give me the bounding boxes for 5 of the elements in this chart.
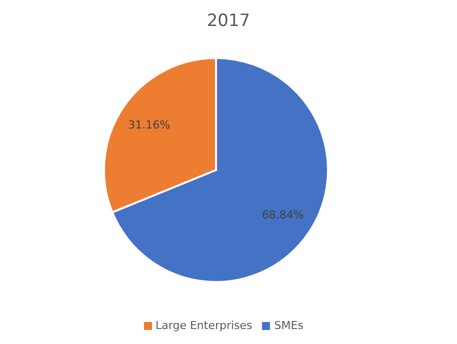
chart-title: 2017 bbox=[206, 11, 250, 31]
legend-label: SMEs bbox=[274, 319, 304, 332]
data-label: 31.16% bbox=[128, 118, 170, 132]
legend-label: Large Enterprises bbox=[156, 319, 252, 332]
data-label: 68.84% bbox=[262, 208, 304, 222]
